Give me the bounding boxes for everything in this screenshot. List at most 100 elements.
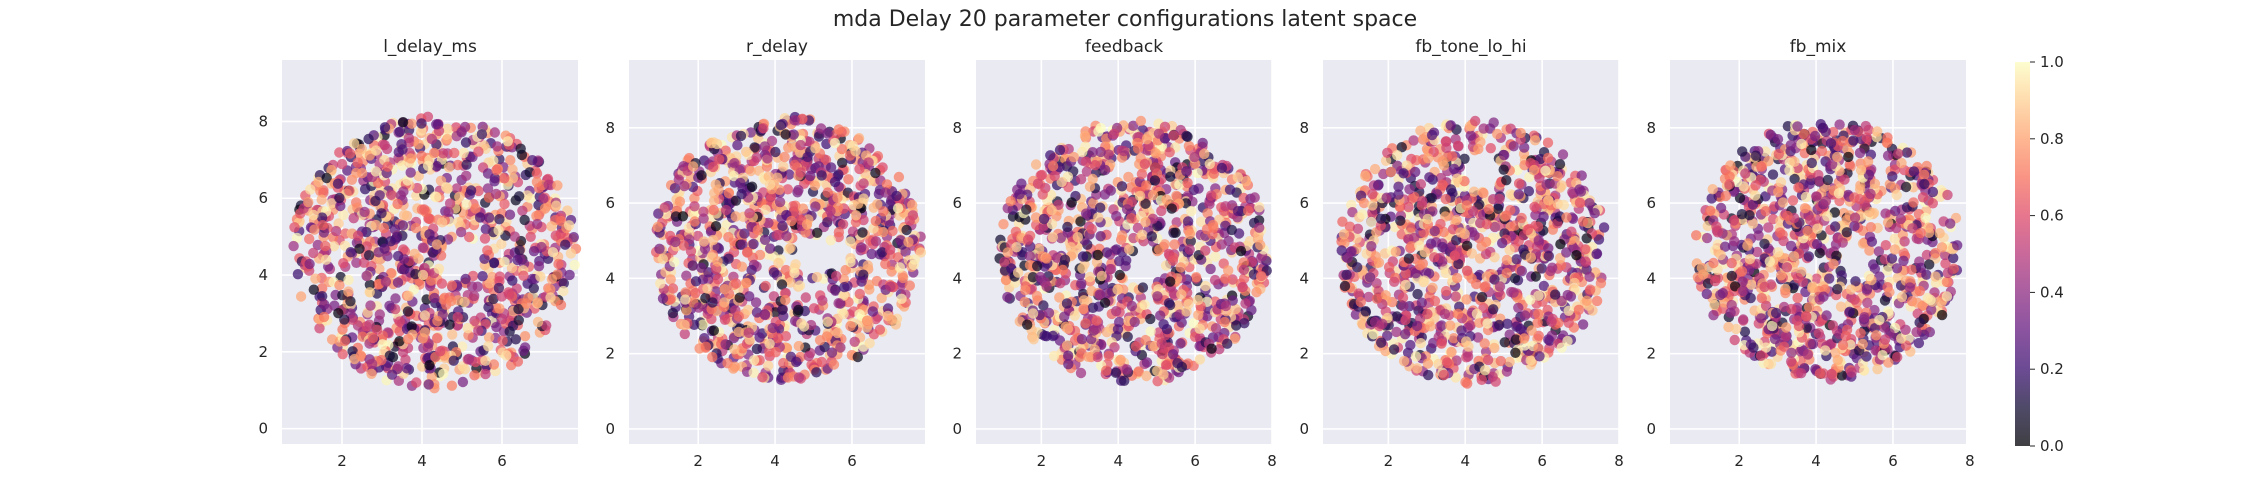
scatter-point <box>1499 337 1511 348</box>
scatter-point <box>737 239 748 250</box>
scatter-point <box>742 304 754 316</box>
scatter-point <box>1207 219 1219 231</box>
scatter-point <box>1534 351 1545 362</box>
scatter-point <box>419 327 431 338</box>
scatter-point <box>886 314 897 325</box>
scatter-point <box>669 256 680 268</box>
scatter-point <box>1569 277 1580 289</box>
scatter-point <box>742 247 753 258</box>
scatter-point <box>1483 204 1495 215</box>
scatter-point <box>707 297 718 308</box>
scatter-point <box>1045 150 1056 161</box>
scatter-point <box>492 141 503 152</box>
scatter-point <box>483 302 494 313</box>
scatter-point <box>891 190 902 202</box>
scatter-point <box>845 256 856 268</box>
scatter-point <box>547 247 559 258</box>
scatter-point <box>874 324 886 335</box>
scatter-point <box>363 133 374 145</box>
scatter-point <box>459 364 471 375</box>
scatter-point <box>822 316 833 327</box>
scatter-point <box>545 284 556 295</box>
scatter-point <box>443 206 454 218</box>
scatter-point <box>730 211 741 222</box>
scatter-point <box>1086 223 1097 235</box>
scatter-point <box>1439 308 1451 320</box>
scatter-point <box>847 226 859 237</box>
scatter-point <box>1012 267 1024 278</box>
scatter-point <box>1094 289 1105 300</box>
scatter-point <box>1043 307 1055 319</box>
scatter-point <box>1083 351 1094 362</box>
scatter-point <box>1499 150 1510 161</box>
scatter-point <box>289 222 300 233</box>
scatter-point <box>366 358 378 370</box>
scatter-point <box>837 157 848 168</box>
scatter-point <box>882 303 894 314</box>
scatter-point <box>915 247 927 258</box>
scatter-point <box>1440 193 1452 205</box>
scatter-point <box>479 253 490 264</box>
scatter-point <box>1481 219 1493 230</box>
scatter-point <box>795 139 806 151</box>
scatter-point <box>452 312 463 323</box>
x-tick-label: 8 <box>1965 452 1975 470</box>
scatter-point <box>510 334 521 345</box>
scatter-point <box>1376 337 1387 348</box>
scatter-point <box>1126 300 1138 312</box>
scatter-point <box>1111 244 1122 255</box>
scatter-point <box>830 285 841 296</box>
scatter-point <box>458 147 469 159</box>
scatter-point <box>1181 166 1192 177</box>
y-tick-label: 6 <box>1299 194 1309 212</box>
scatter-point <box>1550 289 1561 300</box>
scatter-point <box>791 356 802 368</box>
scatter-point <box>366 368 377 379</box>
scatter-point <box>560 239 571 250</box>
scatter-point <box>1555 239 1566 250</box>
scatter-point <box>1080 156 1092 167</box>
scatter-point <box>803 350 814 362</box>
scatter-point <box>785 242 796 254</box>
scatter-point <box>825 205 836 217</box>
scatter-point <box>782 184 793 195</box>
scatter-point <box>446 380 458 391</box>
scatter-point <box>1558 199 1570 211</box>
scatter-point <box>489 176 500 187</box>
scatter-point <box>569 259 580 271</box>
scatter-point <box>488 293 499 305</box>
y-tick-label: 8 <box>1299 119 1309 137</box>
scatter-point <box>1389 276 1400 287</box>
scatter-point <box>1513 189 1525 200</box>
scatter-point <box>670 236 681 248</box>
scatter-point <box>759 309 771 321</box>
scatter-point <box>1047 330 1059 342</box>
scatter-point <box>1254 222 1265 233</box>
x-tick-label: 4 <box>417 452 427 470</box>
scatter-point <box>812 227 823 238</box>
scatter-point <box>391 231 402 243</box>
scatter-point <box>501 350 512 361</box>
scatter-point <box>805 170 816 182</box>
scatter-point <box>837 219 849 230</box>
scatter-point <box>1093 126 1104 137</box>
scatter-point <box>1511 321 1522 332</box>
scatter-point <box>1123 171 1134 183</box>
scatter-point <box>876 247 888 258</box>
scatter-point <box>502 136 513 147</box>
scatter-point <box>319 299 330 310</box>
scatter-point <box>1561 212 1572 223</box>
scatter-point <box>1062 221 1073 233</box>
scatter-point <box>1204 199 1215 210</box>
scatter-point <box>1438 160 1450 171</box>
scatter-point <box>1438 369 1450 381</box>
x-tick-label: 4 <box>770 452 780 470</box>
scatter-point <box>665 274 676 285</box>
scatter-point <box>1855 328 1866 339</box>
scatter-point <box>1775 177 1787 188</box>
scatter-point <box>1381 192 1392 203</box>
scatter-point <box>1465 130 1477 141</box>
scatter-point <box>521 298 532 309</box>
scatter-point <box>477 271 488 282</box>
